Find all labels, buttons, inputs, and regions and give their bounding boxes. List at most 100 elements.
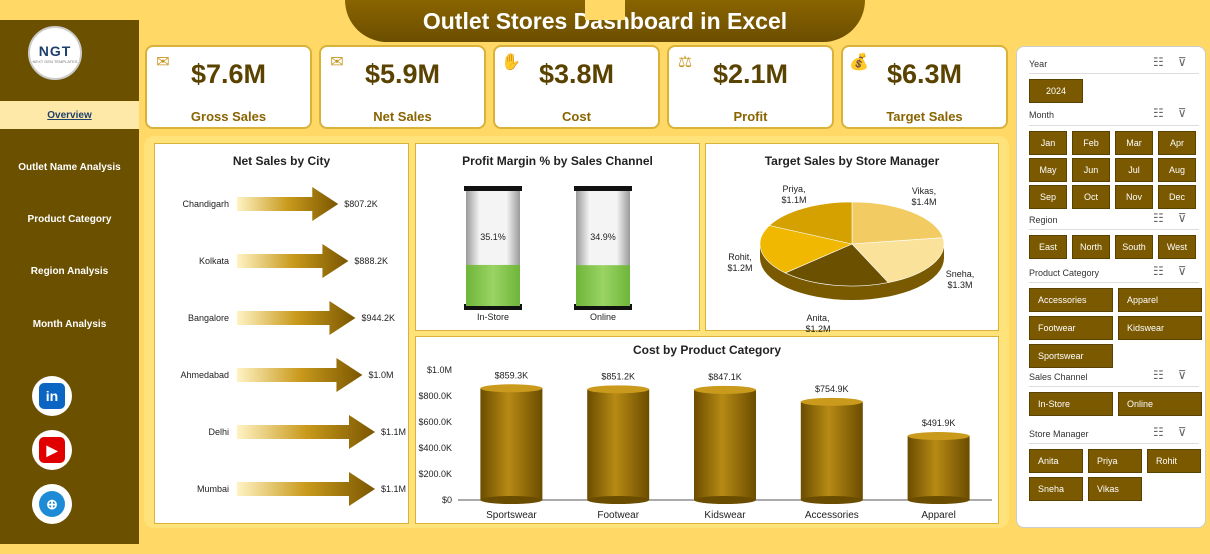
slicer-region-west[interactable]: West xyxy=(1158,235,1196,259)
tube-base xyxy=(574,304,632,310)
slicer-month-dec[interactable]: Dec xyxy=(1158,185,1196,209)
city-arrow-bar[interactable] xyxy=(237,244,349,278)
nav-outlet-name-analysis[interactable]: Outlet Name Analysis xyxy=(18,161,121,173)
city-arrow-bar[interactable] xyxy=(237,472,375,506)
multi-select-icon[interactable]: ☷ xyxy=(1153,106,1178,120)
kpi-label: Gross Sales xyxy=(190,109,267,124)
y-tick-label: $200.0K xyxy=(418,469,452,479)
margin-fill-bar[interactable] xyxy=(576,265,630,306)
slicer-month-feb[interactable]: Feb xyxy=(1072,131,1110,155)
slicer-region-controls: ☷⊽ xyxy=(1153,211,1201,225)
city-value-label: $807.2K xyxy=(344,199,378,209)
category-cost-bar[interactable] xyxy=(480,384,543,504)
cost-by-category-chart[interactable]: Cost by Product Category $0 $200.0K $400.0… xyxy=(415,336,999,524)
slicer-channel-online[interactable]: Online xyxy=(1118,392,1202,416)
slicer-product-title: Product Category xyxy=(1029,268,1100,278)
multi-select-icon[interactable]: ☷ xyxy=(1153,211,1178,225)
slicer-month-jul[interactable]: Jul xyxy=(1115,158,1153,182)
category-cost-bar[interactable] xyxy=(694,385,756,504)
category-value-label: $754.9K xyxy=(815,384,849,394)
nav-product-category[interactable]: Product Category xyxy=(27,213,112,225)
slicer-manager-anita[interactable]: Anita xyxy=(1029,449,1083,473)
slicer-month-may[interactable]: May xyxy=(1029,158,1067,182)
money-bag-icon: 💰 xyxy=(849,54,869,71)
slicer-month-oct[interactable]: Oct xyxy=(1072,185,1110,209)
slicer-region-east[interactable]: East xyxy=(1029,235,1067,259)
clear-filter-icon[interactable]: ⊽ xyxy=(1177,368,1201,382)
slicer-region-title: Region xyxy=(1029,215,1058,225)
pie-slice[interactable] xyxy=(851,201,944,245)
multi-select-icon[interactable]: ☷ xyxy=(1153,55,1178,69)
tube-cap xyxy=(464,186,522,191)
slicer-manager-priya[interactable]: Priya xyxy=(1088,449,1142,473)
target-sales-by-manager-chart[interactable]: Target Sales by Store Manager Vikas, $1.4… xyxy=(705,143,999,332)
slicer-manager-rohit[interactable]: Rohit xyxy=(1147,449,1201,473)
y-tick-label: $600.0K xyxy=(418,417,452,427)
category-value-label: $847.1K xyxy=(708,372,742,382)
slicer-year-2024[interactable]: 2024 xyxy=(1029,79,1083,103)
city-arrow-bar[interactable] xyxy=(237,358,363,392)
slicer-month-mar[interactable]: Mar xyxy=(1115,131,1153,155)
category-value-label: $491.9K xyxy=(922,418,956,428)
city-arrow-bar[interactable] xyxy=(237,301,356,335)
clear-filter-icon[interactable]: ⊽ xyxy=(1177,55,1201,69)
nav-region-analysis[interactable]: Region Analysis xyxy=(30,265,109,277)
slicer-month-nov[interactable]: Nov xyxy=(1115,185,1153,209)
slicer-product-kidswear[interactable]: Kidswear xyxy=(1118,316,1202,340)
city-chart-svg: Chandigarh $807.2K Kolkata $888.2K Bangalore… xyxy=(180,187,406,506)
slicer-product-apparel[interactable]: Apparel xyxy=(1118,288,1202,312)
category-cost-bar[interactable] xyxy=(800,397,863,504)
slicer-month-jan[interactable]: Jan xyxy=(1029,131,1067,155)
slicer-product-accessories[interactable]: Accessories xyxy=(1029,288,1113,312)
slicer-month-sep[interactable]: Sep xyxy=(1029,185,1067,209)
chart-title: Profit Margin % by Sales Channel xyxy=(462,154,653,168)
ngt-logo: NGT NEXT GEN TEMPLATES xyxy=(28,26,82,80)
slicer-product-sportswear[interactable]: Sportswear xyxy=(1029,344,1113,368)
margin-fill-bar[interactable] xyxy=(466,264,520,306)
multi-select-icon[interactable]: ☷ xyxy=(1153,425,1178,439)
slicer-manager-vikas[interactable]: Vikas xyxy=(1088,477,1142,501)
money-stack-icon: ✉ xyxy=(156,54,170,71)
youtube-button[interactable]: ▶ xyxy=(32,430,72,470)
slicer-region-north[interactable]: North xyxy=(1072,235,1110,259)
nav-month-analysis[interactable]: Month Analysis xyxy=(32,318,107,330)
kpi-label: Cost xyxy=(562,109,591,124)
multi-select-icon[interactable]: ☷ xyxy=(1153,264,1178,278)
category-label: Kidswear xyxy=(704,510,746,521)
pie-name-label: Vikas, xyxy=(912,186,936,196)
slicer-product-footwear[interactable]: Footwear xyxy=(1029,316,1113,340)
clear-filter-icon[interactable]: ⊽ xyxy=(1177,106,1201,120)
category-cost-bar[interactable] xyxy=(907,432,970,504)
pie-slice[interactable] xyxy=(768,201,853,245)
slicer-channel-in-store[interactable]: In-Store xyxy=(1029,392,1113,416)
clear-filter-icon[interactable]: ⊽ xyxy=(1177,211,1201,225)
pie-slice[interactable] xyxy=(784,243,889,287)
slicer-month-jun[interactable]: Jun xyxy=(1072,158,1110,182)
profit-margin-chart[interactable]: Profit Margin % by Sales Channel 35.1% In… xyxy=(415,143,700,331)
nav-overview[interactable]: Overview xyxy=(0,101,139,129)
net-sales-by-city-chart[interactable]: Net Sales by City Chandigarh $807.2K Kolka… xyxy=(154,143,409,524)
slicer-panel: Year ☷⊽ 2024 Month ☷⊽ Jan Feb Mar Apr May Jun… xyxy=(1016,46,1206,528)
category-value-label: $859.3K xyxy=(495,370,529,380)
divider xyxy=(1029,282,1199,283)
slicer-manager-sneha[interactable]: Sneha xyxy=(1029,477,1083,501)
slicer-region-south[interactable]: South xyxy=(1115,235,1153,259)
slicer-month-apr[interactable]: Apr xyxy=(1158,131,1196,155)
pie-slice[interactable] xyxy=(759,225,853,274)
slicer-product-controls: ☷⊽ xyxy=(1153,264,1201,278)
category-cost-bar[interactable] xyxy=(587,385,650,504)
website-button[interactable]: ⊕ xyxy=(32,484,72,524)
profit-icon: ⚖ xyxy=(677,54,693,71)
city-arrow-bar[interactable] xyxy=(237,187,339,221)
multi-select-icon[interactable]: ☷ xyxy=(1153,368,1178,382)
slicer-month-aug[interactable]: Aug xyxy=(1158,158,1196,182)
clear-filter-icon[interactable]: ⊽ xyxy=(1177,264,1201,278)
category-label: Accessories xyxy=(805,510,859,521)
y-tick-label: $1.0M xyxy=(427,365,452,375)
linkedin-button[interactable]: in xyxy=(32,376,72,416)
city-arrow-bar[interactable] xyxy=(237,415,375,449)
clear-filter-icon[interactable]: ⊽ xyxy=(1177,425,1201,439)
kpi-profit: ⚖ $2.1M Profit xyxy=(667,45,834,129)
pie-slice[interactable] xyxy=(851,237,945,283)
kpi-value: $5.9M xyxy=(364,59,441,89)
